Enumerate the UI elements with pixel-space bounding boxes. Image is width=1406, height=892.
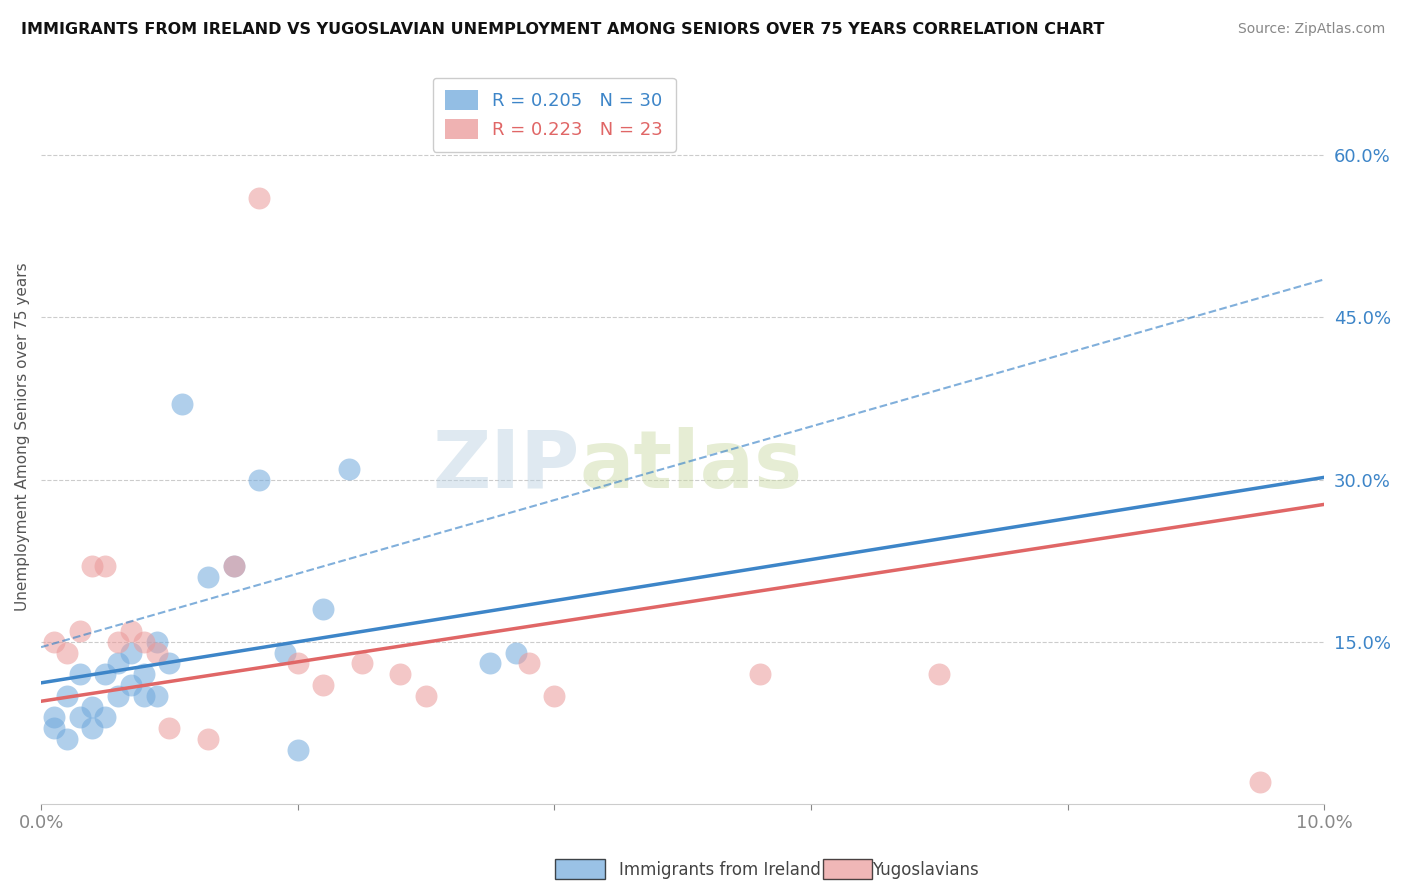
- Point: [505, 646, 527, 660]
- Point: [287, 743, 309, 757]
- Point: [312, 678, 335, 692]
- Text: Source: ZipAtlas.com: Source: ZipAtlas.com: [1237, 22, 1385, 37]
- Text: IMMIGRANTS FROM IRELAND VS YUGOSLAVIAN UNEMPLOYMENT AMONG SENIORS OVER 75 YEARS : IMMIGRANTS FROM IRELAND VS YUGOSLAVIAN U…: [21, 22, 1105, 37]
- Point: [543, 689, 565, 703]
- Point: [1249, 775, 1271, 789]
- Point: [82, 721, 104, 735]
- Point: [55, 732, 77, 747]
- Point: [94, 710, 117, 724]
- Point: [928, 667, 950, 681]
- Point: [69, 624, 91, 638]
- Point: [145, 689, 167, 703]
- Point: [69, 667, 91, 681]
- Point: [120, 646, 142, 660]
- Point: [42, 721, 65, 735]
- Point: [94, 559, 117, 574]
- Point: [120, 624, 142, 638]
- Text: ZIP: ZIP: [433, 426, 581, 505]
- Point: [479, 657, 502, 671]
- Point: [55, 646, 77, 660]
- Point: [42, 710, 65, 724]
- Point: [82, 559, 104, 574]
- Point: [55, 689, 77, 703]
- Point: [107, 657, 129, 671]
- Text: atlas: atlas: [581, 426, 803, 505]
- Point: [197, 570, 219, 584]
- Point: [645, 83, 668, 97]
- Point: [120, 678, 142, 692]
- Point: [274, 646, 297, 660]
- Text: Yugoslavians: Yugoslavians: [872, 861, 979, 879]
- Legend: R = 0.205   N = 30, R = 0.223   N = 23: R = 0.205 N = 30, R = 0.223 N = 23: [433, 78, 676, 152]
- Point: [132, 634, 155, 648]
- Point: [145, 646, 167, 660]
- Point: [107, 634, 129, 648]
- Point: [247, 473, 270, 487]
- Point: [197, 732, 219, 747]
- Point: [415, 689, 437, 703]
- Point: [312, 602, 335, 616]
- Point: [157, 721, 180, 735]
- Point: [389, 667, 412, 681]
- Point: [287, 657, 309, 671]
- Point: [107, 689, 129, 703]
- Point: [337, 461, 360, 475]
- Point: [222, 559, 245, 574]
- Point: [350, 657, 373, 671]
- Point: [94, 667, 117, 681]
- Point: [145, 634, 167, 648]
- Point: [517, 657, 540, 671]
- Point: [132, 667, 155, 681]
- Point: [69, 710, 91, 724]
- Point: [157, 657, 180, 671]
- Point: [222, 559, 245, 574]
- Point: [82, 699, 104, 714]
- Point: [42, 634, 65, 648]
- Point: [748, 667, 770, 681]
- Point: [172, 397, 194, 411]
- Point: [132, 689, 155, 703]
- Y-axis label: Unemployment Among Seniors over 75 years: Unemployment Among Seniors over 75 years: [15, 262, 30, 610]
- Text: Immigrants from Ireland: Immigrants from Ireland: [619, 861, 821, 879]
- Point: [247, 191, 270, 205]
